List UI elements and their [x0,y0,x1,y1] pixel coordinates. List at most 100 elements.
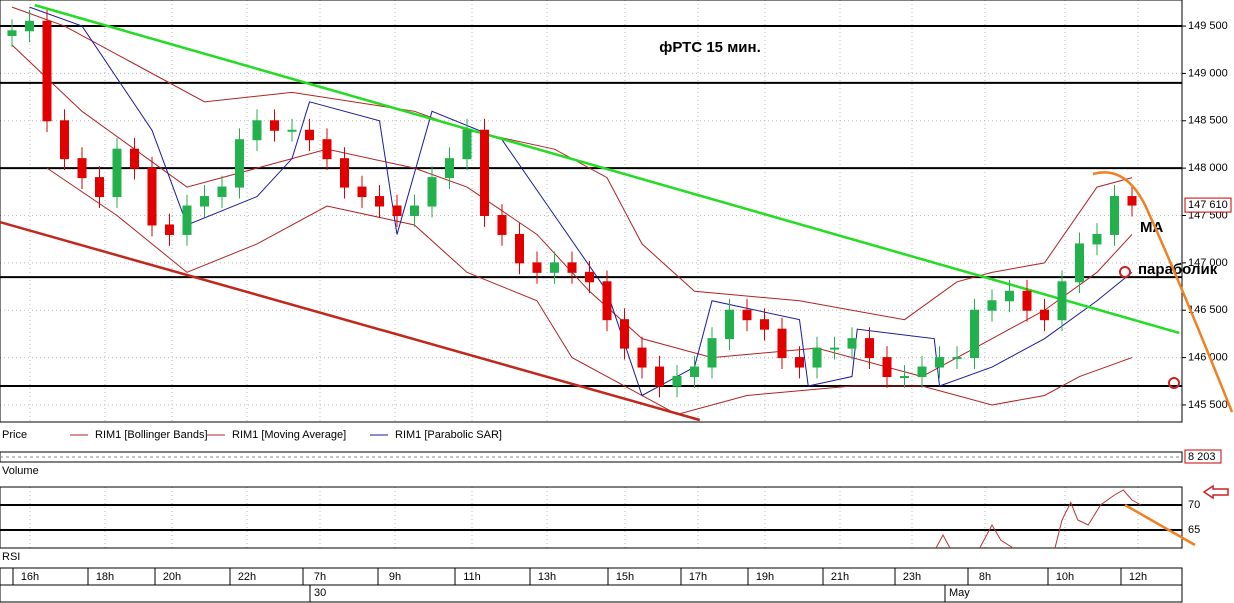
candle-body [952,357,962,360]
candle-body [672,376,682,387]
candle-body [602,281,612,321]
candle-body [935,357,944,368]
candle-body [497,214,507,235]
forecast-rsi [1124,503,1196,547]
candle-body [1005,290,1014,302]
legend-label: RIM1 [Moving Average] [232,429,346,441]
chart-title: фРТС 15 мин. [659,39,761,56]
trend-line [34,3,1180,335]
x-tick-label: 8h [979,571,991,583]
x-tick-label: 20h [163,571,181,583]
candle-body [865,338,874,359]
candle-body [620,319,629,349]
candle-body [1092,233,1102,245]
candle-body [742,309,752,321]
y-tick-label: 148 500 [1188,115,1228,127]
candle-body [480,129,489,216]
x-tick-label: 9h [389,571,401,583]
x-tick-label: 13h [538,571,556,583]
date-label: May [949,587,970,599]
candle-body [1040,309,1049,321]
candle-body [725,309,734,340]
last-price-label: 147 610 [1188,199,1228,211]
rsi-tick-label: 70 [1188,499,1200,511]
x-tick-label: 21h [831,571,849,583]
candle-body [112,148,122,198]
marker [1168,377,1180,389]
candle-body [392,205,402,216]
x-tick-label: 11h [463,571,481,583]
rsi-tick-label: 65 [1188,524,1200,536]
candle-body [25,20,34,32]
candle-body [777,328,787,359]
candle-body [410,205,419,216]
legend-label: RIM1 [Bollinger Bands] [95,429,208,441]
candle-body [1057,281,1067,321]
x-tick-label: 19h [756,571,774,583]
plot-frame [0,0,1183,423]
candle-body [427,177,437,207]
legend-label: Price [2,429,27,441]
arrow-marker [1202,484,1229,500]
candle-body [182,205,192,235]
candle-body [287,129,297,132]
candle-body [7,30,17,37]
candle-body [690,366,699,378]
candle-body [165,224,174,235]
legend-label: RIM1 [Parabolic SAR] [395,429,502,441]
rsi-line [979,523,1014,549]
x-tick-label: 10h [1056,571,1074,583]
candle-body [147,167,157,226]
x-tick-label: 7h [314,571,326,583]
indicator-line [11,6,1133,321]
volume-value: 8 203 [1188,451,1216,463]
candle-body [270,120,279,131]
candle-body [585,271,594,283]
x-tick-label: 17h [689,571,707,583]
candle-body [532,262,542,273]
y-tick-label: 149 000 [1188,67,1228,79]
candle-body [42,20,52,122]
marker [1119,266,1131,278]
x-tick-label: 15h [616,571,634,583]
candle-body [77,158,87,179]
volume-label: Volume [2,465,39,477]
rsi-frame [0,486,1183,549]
y-tick-label: 146 000 [1188,351,1228,363]
x-tick-label: 12h [1129,571,1147,583]
x-tick-label: 22h [238,571,256,583]
candle-body [917,366,927,378]
volume-frame [0,451,1183,463]
candle-body [217,186,227,198]
y-tick-label: 145 500 [1188,399,1228,411]
date-label: 30 [314,587,326,599]
x-tick-label: 18h [96,571,114,583]
candle-body [655,366,664,387]
candle-body [445,158,454,179]
annotation: параболик [1138,261,1218,278]
last-price-tag [1184,197,1232,213]
candle-body [235,139,244,188]
x-tick-label: 23h [903,571,921,583]
candle-body [900,376,909,379]
candle-body [550,262,559,273]
candle-body [812,347,822,368]
candle-body [707,338,717,368]
candle-body [637,347,647,368]
y-tick-label: 149 500 [1188,20,1228,32]
candle-body [130,148,139,169]
trend-line [0,220,701,422]
candle-body [847,338,857,349]
candle-body [795,357,804,368]
candle-body [340,158,349,188]
candle-body [357,186,367,198]
rsi-line [935,533,951,549]
candle-body [970,309,979,359]
candle-body [1022,290,1032,311]
forecast-curve [1092,171,1234,413]
candle-body [200,196,209,207]
candle-body [305,129,314,141]
